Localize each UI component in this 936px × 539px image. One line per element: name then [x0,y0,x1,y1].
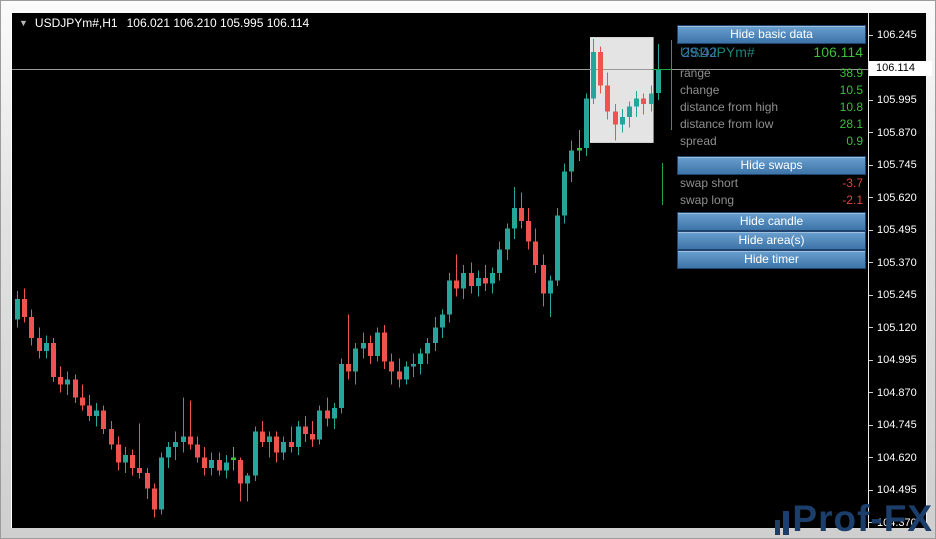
range-label: range [680,66,711,80]
scale-separator [868,13,869,528]
hide-swaps-button[interactable]: Hide swaps [677,156,866,175]
range-row: range 38.9 [680,66,863,80]
swap-long-label: swap long [680,193,735,207]
distance-from-high-value: 10.8 [839,100,863,114]
spread-row: spread 0.9 [680,134,863,148]
candlestick-chart [12,37,868,518]
tick-dash [869,262,873,263]
price-tick: 104.370 [869,516,917,530]
price-axis[interactable]: 106.114 106.245106.120105.995105.870105.… [869,13,932,530]
symbol-price: 106.114 [813,44,863,60]
candle-timer: 29:42 [682,44,718,60]
tick-dash [869,229,873,231]
tick-dash [869,392,873,393]
change-label: change [680,83,720,97]
price-tick: 105.745 [869,158,917,172]
symbol-row: USDJPYm# 106.114 [680,44,863,60]
price-tick: 105.495 [869,223,917,237]
price-tick: 105.120 [869,321,917,335]
hide-candle-button[interactable]: Hide candle [677,212,866,231]
collapse-triangle-icon[interactable]: ▼ [19,18,28,28]
current-price-label: 106.114 [869,61,932,77]
price-tick: 104.620 [869,451,917,465]
symbol-name: USDJPYm# [680,44,755,60]
ohlc-values: 106.021 106.210 105.995 106.114 [126,16,310,30]
watermark-candle-icon [775,520,781,535]
price-tick: 104.870 [869,386,917,400]
tick-dash [869,197,873,198]
distance-from-low-row: distance from low 28.1 [680,117,863,131]
spread-value: 0.9 [846,134,863,148]
watermark-text: Prof-FX [792,498,933,539]
tick-dash [869,424,873,426]
swap-long-row: swap long -2.1 [680,193,863,207]
price-tick: 105.620 [869,191,917,205]
tick-dash [869,327,873,328]
tick-dash [869,164,873,166]
change-value: 10.5 [839,83,863,97]
tick-dash [869,34,873,36]
distance-from-low-label: distance from low [680,117,774,131]
price-tick: 105.370 [869,256,917,270]
price-tick: 104.495 [869,483,917,497]
hide-basic-data-button[interactable]: Hide basic data [677,25,866,44]
tick-dash [869,489,873,491]
price-tick: 104.745 [869,418,917,432]
price-tick: 104.995 [869,353,917,367]
distance-from-high-label: distance from high [680,100,779,114]
watermark-candle-icon [783,511,790,535]
chart-canvas[interactable] [12,13,868,528]
distance-from-high-row: distance from high 10.8 [680,100,863,114]
swap-long-value: -2.1 [842,193,863,207]
tick-dash [869,359,873,361]
change-row: change 10.5 [680,83,863,97]
spread-label: spread [680,134,717,148]
watermark: Prof-FX [775,498,933,539]
tick-dash [869,132,873,133]
price-tick: 105.245 [869,288,917,302]
hide-timer-button[interactable]: Hide timer [677,250,866,269]
range-value: 38.9 [839,66,863,80]
price-tick: 105.870 [869,126,917,140]
swap-short-label: swap short [680,176,739,190]
chart-window: ▼ USDJPYm#,H1 106.021 106.210 105.995 106.… [11,13,932,530]
tick-dash [869,294,873,296]
tick-dash [869,522,873,523]
swap-short-row: swap short -3.7 [680,176,863,190]
symbol-period-label: USDJPYm#,H1 [34,16,118,30]
price-tick: 106.245 [869,28,917,42]
price-tick: 105.995 [869,93,917,107]
distance-from-low-value: 28.1 [839,117,863,131]
tick-dash [869,457,873,458]
swap-short-value: -3.7 [842,176,863,190]
hide-areas-button[interactable]: Hide area(s) [677,231,866,250]
chart-title: ▼ USDJPYm#,H1 106.021 106.210 105.995 106.… [19,16,309,30]
tick-dash [869,99,873,101]
